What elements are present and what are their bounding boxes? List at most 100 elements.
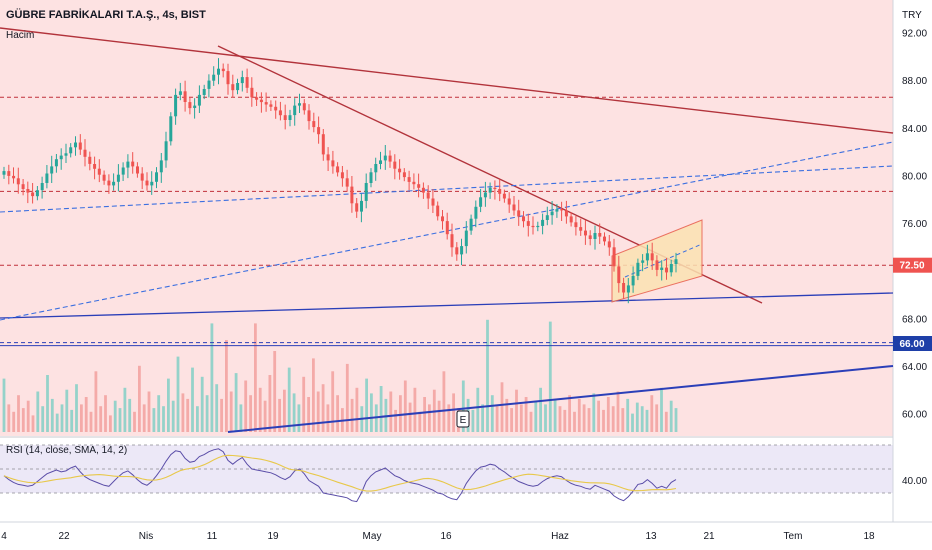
candle-body	[531, 225, 535, 228]
time-tick-label: 19	[267, 531, 279, 542]
candle-body	[350, 186, 354, 204]
candle-body	[54, 159, 58, 167]
candle-body	[150, 181, 154, 186]
volume-bar	[31, 415, 35, 432]
volume-bar	[283, 389, 286, 432]
candle-body	[512, 204, 516, 211]
candle-body	[541, 219, 545, 226]
volume-bar	[249, 395, 252, 432]
candle-body	[674, 259, 678, 264]
volume-bar	[389, 391, 393, 432]
candle-body	[293, 105, 297, 116]
volume-bar	[229, 391, 233, 432]
volume-bar	[437, 400, 441, 432]
time-tick-label: 22	[58, 531, 70, 542]
candle-body	[617, 266, 621, 284]
time-tick-label: Nis	[139, 531, 153, 542]
candle-body	[474, 206, 478, 219]
candle-body	[35, 190, 39, 197]
rsi-lines	[0, 444, 893, 503]
volume-bar	[167, 378, 170, 432]
volume-bar	[36, 391, 40, 432]
volume-bar	[544, 404, 547, 432]
candle-body	[183, 91, 187, 102]
time-tick-label: 13	[645, 531, 657, 542]
volume-bar	[602, 409, 605, 432]
volume-bar	[186, 398, 190, 432]
candle-body	[655, 260, 659, 270]
candle-body	[626, 285, 630, 293]
volume-bar	[558, 406, 562, 432]
volume-bar	[104, 395, 107, 432]
volume-bar	[669, 400, 673, 432]
volume-bar	[394, 409, 397, 432]
volume-bar	[616, 391, 620, 432]
volume-bar	[113, 400, 117, 432]
candle-body	[212, 74, 216, 81]
candle-body	[140, 173, 144, 181]
candle-body	[116, 174, 120, 182]
candle-body	[488, 187, 492, 193]
volume-bar	[350, 398, 354, 432]
candle-body	[274, 106, 278, 111]
candle-body	[331, 160, 335, 167]
volume-bar	[7, 404, 11, 432]
volume-bar	[50, 398, 54, 432]
candle-body	[83, 149, 87, 157]
volume-bar	[336, 395, 339, 432]
volume-bar	[2, 378, 6, 432]
candle-body	[159, 160, 163, 173]
volume-bar	[611, 406, 615, 432]
volume-bar	[640, 406, 644, 432]
candle-body	[383, 155, 387, 161]
candle-body	[402, 172, 406, 178]
volume-bar	[162, 406, 165, 432]
candle-body	[550, 211, 554, 216]
candle-body	[255, 97, 259, 100]
volume-bar	[225, 340, 228, 432]
price-tick-label: 76.00	[902, 219, 927, 230]
volume-bar	[500, 382, 504, 432]
candle-body	[645, 253, 649, 261]
candle-body	[603, 236, 606, 242]
candle-body	[545, 215, 549, 220]
volume-bar	[563, 409, 567, 432]
candle-body	[12, 175, 16, 179]
volume-bar	[452, 393, 455, 432]
candle-body	[369, 172, 373, 183]
candle-body	[97, 168, 101, 175]
candle-body	[126, 161, 130, 168]
candle-body	[321, 134, 325, 155]
current-price-value: 72.50	[899, 261, 924, 272]
candle-body	[588, 235, 592, 239]
candle-body	[464, 230, 468, 247]
time-axis-ticks: 4 22 Nis 11 19 May 16 Haz 13 21 Tem 18	[1, 531, 875, 542]
volume-bar	[191, 367, 194, 432]
time-tick-label: 4	[1, 531, 7, 542]
volume-bar	[655, 404, 659, 432]
candle-body	[278, 110, 282, 116]
time-tick-label: May	[363, 531, 382, 542]
candle-body	[517, 210, 521, 217]
chart-title: GÜBRE FABRİKALARI T.A.Ş., 4s, BIST	[6, 8, 206, 21]
volume-bar	[587, 408, 591, 432]
time-tick-label: 21	[703, 531, 715, 542]
volume-bar	[428, 404, 431, 432]
candle-body	[107, 180, 111, 186]
volume-bar	[573, 411, 576, 432]
candle-body	[379, 160, 382, 164]
rsi-line	[3, 448, 677, 503]
long-downtrend-line	[0, 27, 894, 134]
volume-bar	[123, 387, 127, 432]
earnings-marker[interactable]: E	[456, 410, 470, 428]
candle-body	[164, 141, 168, 161]
price-tick-label: 92.00	[902, 29, 927, 40]
candle-body	[502, 193, 506, 199]
candle-body	[555, 209, 559, 212]
candle-body	[145, 180, 149, 186]
candle-body	[660, 267, 664, 270]
marker-price-value: 66.00	[899, 339, 924, 350]
candle-body	[40, 183, 44, 191]
volume-bar	[529, 411, 533, 432]
